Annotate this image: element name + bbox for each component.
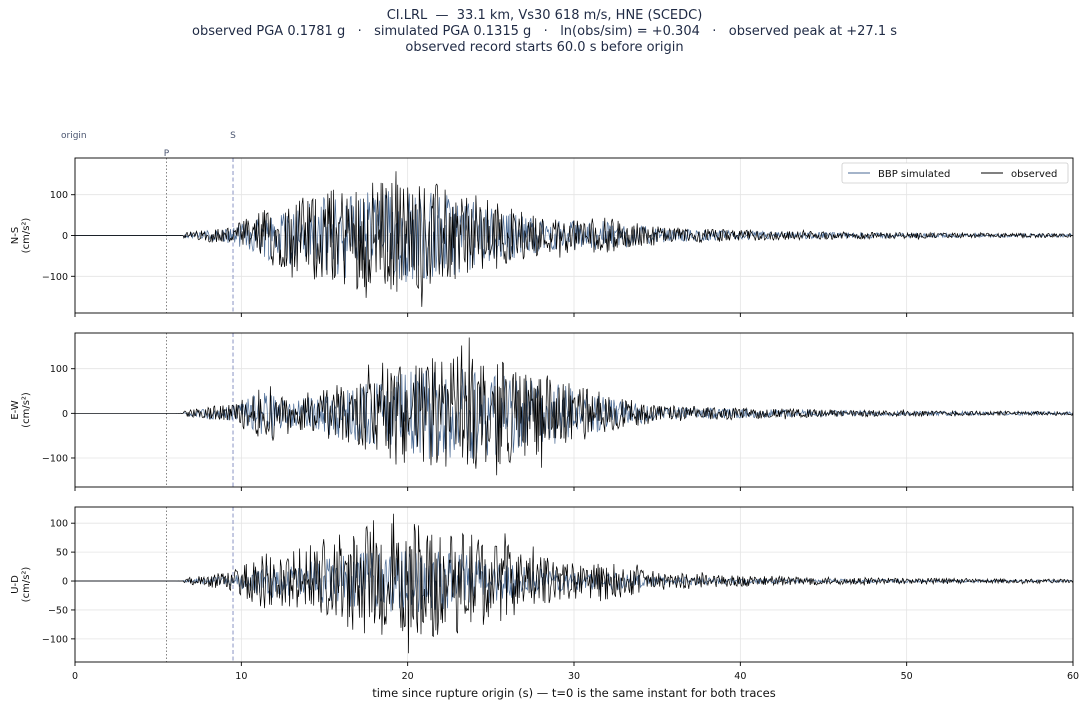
y-axis-label: E-W (cm/s²) xyxy=(10,392,32,428)
series-bbp-simulated xyxy=(75,551,1074,613)
y-axis-label-unit: (cm/s²) xyxy=(21,392,32,428)
y-tick-label: 50 xyxy=(56,548,68,559)
y-axis-label: N-S (cm/s²) xyxy=(10,218,32,254)
y-axis-label: U-D (cm/s²) xyxy=(10,567,32,603)
p-label: P xyxy=(164,149,170,159)
y-tick-label: 100 xyxy=(50,519,68,530)
y-tick-label: −100 xyxy=(42,272,68,283)
series-observed xyxy=(75,337,1074,476)
x-tick-label: 30 xyxy=(568,671,580,682)
y-axis-label-component: N-S xyxy=(10,227,21,244)
y-axis-label-unit: (cm/s²) xyxy=(21,567,32,603)
series-observed xyxy=(75,513,1074,654)
y-tick-label: 0 xyxy=(62,231,68,242)
chart-subtitle-stats: observed PGA 0.1781 g · simulated PGA 0.… xyxy=(191,24,898,39)
y-tick-label: −50 xyxy=(48,605,68,616)
y-axis-label-unit: (cm/s²) xyxy=(21,218,32,254)
x-axis-label: time since rupture origin (s) — t=0 is t… xyxy=(372,686,776,700)
chart-title: CI.LRL — 33.1 km, Vs30 618 m/s, HNE (SCE… xyxy=(386,8,703,23)
chart-title-block: CI.LRL — 33.1 km, Vs30 618 m/s, HNE (SCE… xyxy=(0,8,1089,56)
y-tick-label: 100 xyxy=(50,190,68,201)
y-axis-label-component: U-D xyxy=(10,575,21,594)
origin-label: origin xyxy=(61,131,87,141)
y-tick-label: −100 xyxy=(42,453,68,464)
x-tick-label: 50 xyxy=(901,671,913,682)
y-tick-label: −100 xyxy=(42,634,68,645)
legend-box xyxy=(841,162,1069,184)
x-tick-label: 20 xyxy=(402,671,414,682)
x-tick-label: 10 xyxy=(235,671,247,682)
legend-label-simulated: BBP simulated xyxy=(878,169,950,180)
series-observed xyxy=(75,171,1074,307)
legend-label-observed: observed xyxy=(1011,169,1057,180)
chart-subtitle-note: observed record starts 60.0 s before ori… xyxy=(405,40,684,55)
y-tick-label: 0 xyxy=(62,577,68,588)
y-tick-label: 0 xyxy=(62,409,68,420)
x-tick-label: 0 xyxy=(72,671,78,682)
y-tick-label: 100 xyxy=(50,364,68,375)
s-label: S xyxy=(230,131,236,141)
y-axis-label-component: E-W xyxy=(10,400,21,420)
x-tick-label: 40 xyxy=(734,671,746,682)
x-tick-label: 60 xyxy=(1067,671,1079,682)
